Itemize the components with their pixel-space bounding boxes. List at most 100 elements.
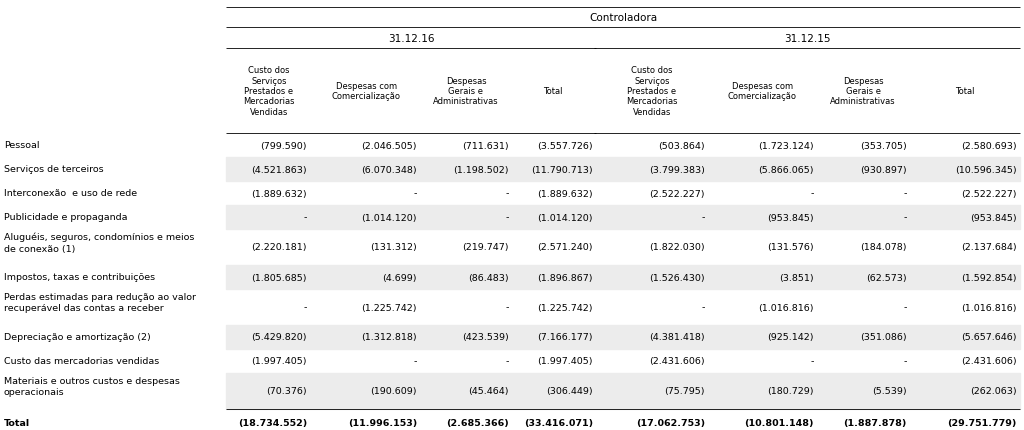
Text: (1.997.405): (1.997.405): [252, 356, 307, 366]
Text: (711.631): (711.631): [463, 141, 509, 150]
Text: (1.014.120): (1.014.120): [361, 213, 417, 222]
Text: (1.997.405): (1.997.405): [538, 356, 593, 366]
Text: -: -: [506, 213, 509, 222]
Text: -: -: [701, 303, 705, 312]
Text: (925.142): (925.142): [768, 333, 814, 342]
Text: (799.590): (799.590): [260, 141, 307, 150]
Text: (1.225.742): (1.225.742): [538, 303, 593, 312]
Text: (2.431.606): (2.431.606): [962, 356, 1017, 366]
Text: (3.851): (3.851): [779, 273, 814, 282]
Text: (33.416.071): (33.416.071): [524, 418, 593, 427]
Text: (2.685.366): (2.685.366): [446, 418, 509, 427]
Text: -: -: [903, 189, 907, 198]
Bar: [226, 325, 1020, 349]
Text: (351.086): (351.086): [860, 333, 907, 342]
Text: (1.312.818): (1.312.818): [361, 333, 417, 342]
Bar: [226, 265, 1020, 289]
Text: (18.734.552): (18.734.552): [238, 418, 307, 427]
Text: (10.596.345): (10.596.345): [955, 165, 1017, 174]
Text: (1.822.030): (1.822.030): [649, 243, 705, 252]
Text: (1.526.430): (1.526.430): [649, 273, 705, 282]
Text: (1.198.502): (1.198.502): [454, 165, 509, 174]
Text: Publicidade e propaganda: Publicidade e propaganda: [4, 213, 128, 222]
Text: (1.014.120): (1.014.120): [538, 213, 593, 222]
Text: (953.845): (953.845): [767, 213, 814, 222]
Text: (1.592.854): (1.592.854): [962, 273, 1017, 282]
Text: (131.312): (131.312): [371, 243, 417, 252]
Text: (1.887.878): (1.887.878): [844, 418, 907, 427]
Text: (953.845): (953.845): [971, 213, 1017, 222]
Text: Total: Total: [4, 418, 30, 427]
Text: (4.521.863): (4.521.863): [251, 165, 307, 174]
Text: Custo dos
Serviços
Prestados e
Mercadorias
Vendidas: Custo dos Serviços Prestados e Mercadori…: [627, 66, 678, 117]
Text: Depreciação e amortização (2): Depreciação e amortização (2): [4, 333, 151, 342]
Text: (184.078): (184.078): [860, 243, 907, 252]
Text: (2.580.693): (2.580.693): [962, 141, 1017, 150]
Bar: [226, 206, 1020, 230]
Text: (86.483): (86.483): [468, 273, 509, 282]
Text: (70.376): (70.376): [266, 387, 307, 396]
Text: (180.729): (180.729): [768, 387, 814, 396]
Text: Despesas
Gerais e
Administrativas: Despesas Gerais e Administrativas: [830, 77, 896, 106]
Text: (5.429.820): (5.429.820): [252, 333, 307, 342]
Text: Aluguéis, seguros, condomínios e meios
de conexão (1): Aluguéis, seguros, condomínios e meios d…: [4, 233, 195, 253]
Text: Despesas com
Comercialização: Despesas com Comercialização: [332, 82, 401, 101]
Text: (2.571.240): (2.571.240): [538, 243, 593, 252]
Bar: [226, 373, 1020, 409]
Text: Custo das mercadorias vendidas: Custo das mercadorias vendidas: [4, 356, 160, 366]
Text: -: -: [304, 303, 307, 312]
Text: (1.016.816): (1.016.816): [962, 303, 1017, 312]
Text: -: -: [701, 213, 705, 222]
Text: (75.795): (75.795): [665, 387, 705, 396]
Text: Interconexão  e uso de rede: Interconexão e uso de rede: [4, 189, 137, 198]
Text: -: -: [414, 356, 417, 366]
Text: (930.897): (930.897): [860, 165, 907, 174]
Text: Serviços de terceiros: Serviços de terceiros: [4, 165, 103, 174]
Text: Custo dos
Serviços
Prestados e
Mercadorias
Vendidas: Custo dos Serviços Prestados e Mercadori…: [244, 66, 295, 117]
Text: (1.889.632): (1.889.632): [538, 189, 593, 198]
Text: (2.220.181): (2.220.181): [252, 243, 307, 252]
Text: (1.225.742): (1.225.742): [361, 303, 417, 312]
Text: 31.12.15: 31.12.15: [783, 34, 830, 43]
Text: -: -: [903, 303, 907, 312]
Text: (1.896.867): (1.896.867): [538, 273, 593, 282]
Text: (1.016.816): (1.016.816): [759, 303, 814, 312]
Text: Total: Total: [544, 87, 563, 96]
Text: -: -: [903, 356, 907, 366]
Text: (5.539): (5.539): [872, 387, 907, 396]
Text: (2.046.505): (2.046.505): [361, 141, 417, 150]
Text: (7.166.177): (7.166.177): [538, 333, 593, 342]
Text: (262.063): (262.063): [971, 387, 1017, 396]
Text: (1.889.632): (1.889.632): [251, 189, 307, 198]
Text: Controladora: Controladora: [589, 13, 657, 23]
Text: 31.12.16: 31.12.16: [388, 34, 434, 43]
Text: Perdas estimadas para redução ao valor
recuperável das contas a receber: Perdas estimadas para redução ao valor r…: [4, 292, 196, 312]
Text: (190.609): (190.609): [371, 387, 417, 396]
Text: (503.864): (503.864): [658, 141, 705, 150]
Text: (219.747): (219.747): [463, 243, 509, 252]
Text: Materiais e outros custos e despesas
operacionais: Materiais e outros custos e despesas ope…: [4, 376, 180, 396]
Text: (3.557.726): (3.557.726): [538, 141, 593, 150]
Text: (5.866.065): (5.866.065): [759, 165, 814, 174]
Text: -: -: [414, 189, 417, 198]
Text: (3.799.383): (3.799.383): [649, 165, 705, 174]
Text: (17.062.753): (17.062.753): [636, 418, 705, 427]
Text: (1.723.124): (1.723.124): [759, 141, 814, 150]
Text: (353.705): (353.705): [860, 141, 907, 150]
Text: (306.449): (306.449): [547, 387, 593, 396]
Text: (2.137.684): (2.137.684): [962, 243, 1017, 252]
Text: -: -: [811, 356, 814, 366]
Text: (131.576): (131.576): [767, 243, 814, 252]
Text: (1.805.685): (1.805.685): [252, 273, 307, 282]
Text: -: -: [903, 213, 907, 222]
Text: (4.381.418): (4.381.418): [649, 333, 705, 342]
Text: (11.996.153): (11.996.153): [348, 418, 417, 427]
Text: -: -: [506, 189, 509, 198]
Text: Despesas
Gerais e
Administrativas: Despesas Gerais e Administrativas: [433, 77, 499, 106]
Text: (5.657.646): (5.657.646): [962, 333, 1017, 342]
Text: (11.790.713): (11.790.713): [531, 165, 593, 174]
Text: (4.699): (4.699): [383, 273, 417, 282]
Text: -: -: [811, 189, 814, 198]
Text: Impostos, taxas e contribuições: Impostos, taxas e contribuições: [4, 273, 155, 282]
Text: (2.431.606): (2.431.606): [649, 356, 705, 366]
